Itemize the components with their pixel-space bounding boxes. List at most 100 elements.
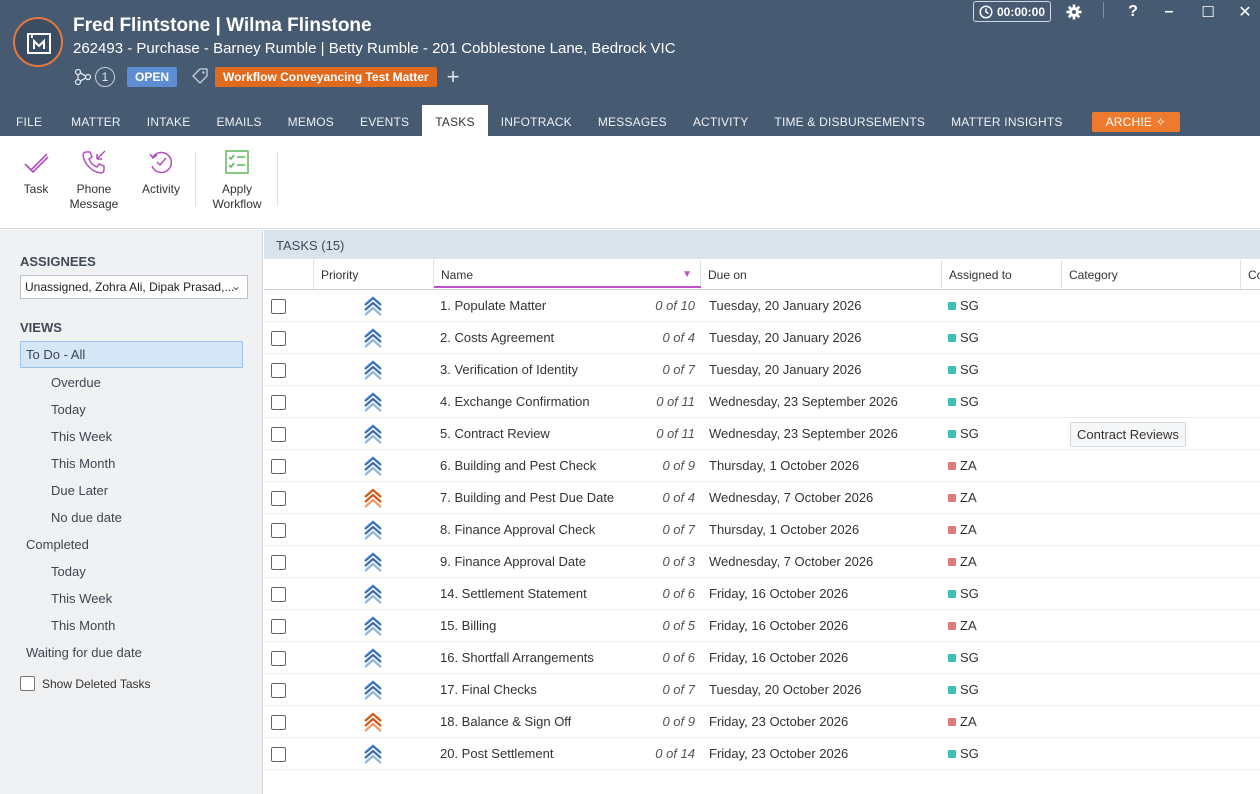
tab-tasks[interactable]: TASKS xyxy=(422,105,488,136)
help-button[interactable]: ? xyxy=(1128,3,1138,20)
task-checkbox[interactable] xyxy=(271,459,286,474)
column-priority[interactable]: Priority xyxy=(314,260,434,289)
apply-workflow-button[interactable]: Apply Workflow xyxy=(208,148,266,212)
tag-icon[interactable] xyxy=(191,68,209,86)
view-completed-today[interactable]: Today xyxy=(51,564,86,579)
column-extra[interactable]: Co xyxy=(1241,260,1260,289)
tab-matter-insights[interactable]: MATTER INSIGHTS xyxy=(951,115,1063,129)
tab-intake[interactable]: INTAKE xyxy=(146,115,191,129)
view-waiting-for-due-date[interactable]: Waiting for due date xyxy=(26,645,142,660)
task-checkbox[interactable] xyxy=(271,619,286,634)
task-name[interactable]: 7. Building and Pest Due Date xyxy=(440,490,615,505)
assignee-color-swatch xyxy=(948,686,956,694)
task-row[interactable]: 5. Contract Review 0 of 11 Wednesday, 23 S… xyxy=(264,418,1260,450)
task-row[interactable]: 4. Exchange Confirmation 0 of 11 Wednesday… xyxy=(264,386,1260,418)
assignees-dropdown[interactable]: Unassigned, Zohra Ali, Dipak Prasad,... … xyxy=(20,275,248,299)
column-name[interactable]: Name ▼ xyxy=(434,260,701,289)
task-name[interactable]: 9. Finance Approval Date xyxy=(440,554,586,569)
task-row[interactable]: 17. Final Checks 0 of 7 Tuesday, 20 Octobe… xyxy=(264,674,1260,706)
workflow-tag[interactable]: Workflow Conveyancing Test Matter xyxy=(215,67,437,87)
task-checkbox[interactable] xyxy=(271,363,286,378)
close-button[interactable]: ✕ xyxy=(1238,4,1252,21)
view-completed[interactable]: Completed xyxy=(26,537,89,552)
tab-memos[interactable]: MEMOS xyxy=(287,115,335,129)
task-name[interactable]: 18. Balance & Sign Off xyxy=(440,714,572,729)
task-name[interactable]: 17. Final Checks xyxy=(440,682,537,697)
show-deleted-checkbox[interactable] xyxy=(20,676,35,691)
task-name[interactable]: 8. Finance Approval Check xyxy=(440,522,596,537)
view-no-due-date[interactable]: No due date xyxy=(51,510,122,525)
view-overdue[interactable]: Overdue xyxy=(51,375,101,390)
matter-logo[interactable] xyxy=(13,17,63,67)
task-row[interactable]: 1. Populate Matter 0 of 10 Tuesday, 20 Jan… xyxy=(264,290,1260,322)
task-row[interactable]: 16. Shortfall Arrangements 0 of 6 Friday, … xyxy=(264,642,1260,674)
normal-priority-icon xyxy=(362,679,384,706)
task-checkbox[interactable] xyxy=(271,427,286,442)
task-row[interactable]: 7. Building and Pest Due Date 0 of 4 Wedne… xyxy=(264,482,1260,514)
tab-emails[interactable]: EMAILS xyxy=(216,115,262,129)
tab-file[interactable]: FILE xyxy=(16,115,43,129)
column-category[interactable]: Category xyxy=(1062,260,1241,289)
tab-activity[interactable]: ACTIVITY xyxy=(692,115,749,129)
column-due-on[interactable]: Due on xyxy=(701,260,942,289)
task-name[interactable]: 1. Populate Matter xyxy=(440,298,547,313)
task-name[interactable]: 6. Building and Pest Check xyxy=(440,458,597,473)
task-row[interactable]: 15. Billing 0 of 5 Friday, 16 October 2026… xyxy=(264,610,1260,642)
task-checkbox[interactable] xyxy=(271,331,286,346)
task-row[interactable]: 3. Verification of Identity 0 of 7 Tuesday… xyxy=(264,354,1260,386)
task-name[interactable]: 15. Billing xyxy=(440,618,497,633)
task-row[interactable]: 6. Building and Pest Check 0 of 9 Thursday… xyxy=(264,450,1260,482)
task-checkbox[interactable] xyxy=(271,491,286,506)
task-checkbox[interactable] xyxy=(271,683,286,698)
column-assigned-to[interactable]: Assigned to xyxy=(942,260,1062,289)
task-row[interactable]: 9. Finance Approval Date 0 of 3 Wednesday,… xyxy=(264,546,1260,578)
phone-message-button[interactable]: Phone Message xyxy=(68,148,120,212)
tab-events[interactable]: EVENTS xyxy=(360,115,410,129)
status-badge[interactable]: OPEN xyxy=(127,67,178,87)
task-row[interactable]: 20. Post Settlement 0 of 14 Friday, 23 Oct… xyxy=(264,738,1260,770)
new-task-button[interactable]: Task xyxy=(18,148,54,197)
task-row[interactable]: 18. Balance & Sign Off 0 of 9 Friday, 23 O… xyxy=(264,706,1260,738)
add-tag-button[interactable]: + xyxy=(446,64,460,89)
task-name[interactable]: 4. Exchange Confirmation xyxy=(440,394,590,409)
task-checkbox[interactable] xyxy=(271,299,286,314)
tab-matter[interactable]: MATTER xyxy=(71,115,121,129)
timer-button[interactable]: 00:00:00 xyxy=(973,1,1051,22)
view-this-week[interactable]: This Week xyxy=(51,429,113,444)
task-checkbox[interactable] xyxy=(271,651,286,666)
view-completed-this-week[interactable]: This Week xyxy=(51,591,113,606)
task-name[interactable]: 14. Settlement Statement xyxy=(440,586,587,601)
task-name[interactable]: 2. Costs Agreement xyxy=(440,330,555,345)
column-select[interactable] xyxy=(264,260,314,289)
view-today[interactable]: Today xyxy=(51,402,86,417)
task-category-chip[interactable]: Contract Reviews xyxy=(1070,422,1186,447)
settings-button[interactable] xyxy=(1059,0,1089,24)
tab-messages[interactable]: MESSAGES xyxy=(597,115,667,129)
task-name[interactable]: 5. Contract Review xyxy=(440,426,550,441)
task-checkbox[interactable] xyxy=(271,523,286,538)
task-row[interactable]: 14. Settlement Statement 0 of 6 Friday, 16… xyxy=(264,578,1260,610)
task-row[interactable]: 8. Finance Approval Check 0 of 7 Thursday,… xyxy=(264,514,1260,546)
task-checkbox[interactable] xyxy=(271,555,286,570)
view-todo-all[interactable]: To Do - All xyxy=(20,341,243,368)
task-progress: 0 of 11 xyxy=(656,426,695,441)
tab-time-disbursements[interactable]: TIME & DISBURSEMENTS xyxy=(774,115,926,129)
task-name[interactable]: 3. Verification of Identity xyxy=(440,362,579,377)
task-checkbox[interactable] xyxy=(271,715,286,730)
activity-button[interactable]: Activity xyxy=(138,148,184,197)
task-name[interactable]: 20. Post Settlement xyxy=(440,746,554,761)
task-checkbox[interactable] xyxy=(271,747,286,762)
related-matters-icon[interactable] xyxy=(73,67,93,87)
tab-archie[interactable]: ARCHIE ✧ xyxy=(1091,112,1180,132)
task-name[interactable]: 16. Shortfall Arrangements xyxy=(440,650,594,665)
tab-infotrack[interactable]: INFOTRACK xyxy=(500,115,572,129)
matter-meta-row: 1 OPEN Workflow Conveyancing Test Matter… xyxy=(73,66,459,88)
view-this-month[interactable]: This Month xyxy=(51,456,116,471)
task-checkbox[interactable] xyxy=(271,395,286,410)
task-checkbox[interactable] xyxy=(271,587,286,602)
minimize-button[interactable]: – xyxy=(1164,3,1174,20)
task-row[interactable]: 2. Costs Agreement 0 of 4 Tuesday, 20 Janu… xyxy=(264,322,1260,354)
view-due-later[interactable]: Due Later xyxy=(51,483,109,498)
maximize-button[interactable]: ☐ xyxy=(1201,4,1215,21)
view-completed-this-month[interactable]: This Month xyxy=(51,618,116,633)
